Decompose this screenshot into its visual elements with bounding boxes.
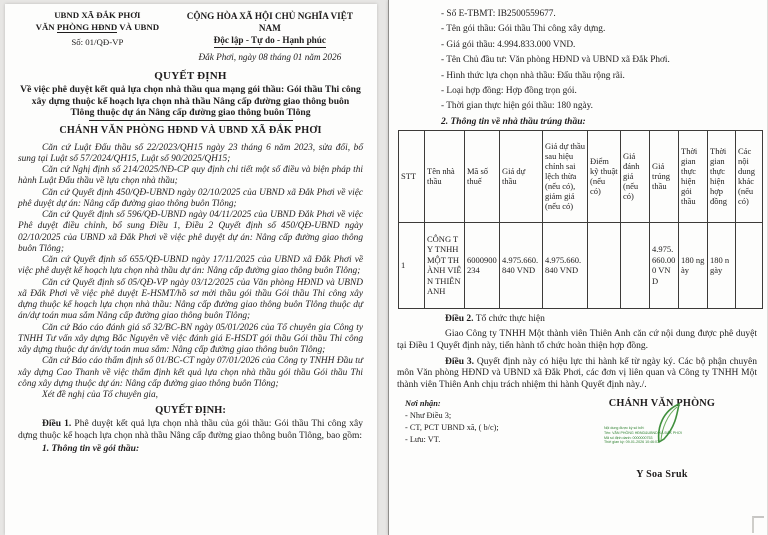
issuing-agency-block: UBND XÃ ĐẮK PHƠI VĂN PHÒNG HĐND VÀ UBND …: [18, 10, 177, 63]
signer-name: Y Soa Sruk: [636, 468, 688, 480]
recital: Căn cứ Báo cáo thẩm định số 01/BC-CT ngà…: [18, 356, 363, 389]
cell-stt: 1: [398, 221, 425, 309]
article-2-heading: Điều 2. Tổ chức thực hiện: [397, 314, 757, 326]
col-header-gia-sau-hieu-chinh: Giá dự thầu sau hiệu chỉnh sai lệch thừa…: [542, 129, 588, 223]
recital: Căn cứ Quyết định số 655/QĐ-UBND ngày 17…: [18, 255, 363, 277]
cell-gia-sau-hieu-chinh: 4.975.660.840 VND: [542, 221, 588, 309]
decision-title: QUYẾT ĐỊNH: [154, 70, 227, 82]
signer-title: CHÁNH VĂN PHÒNG: [608, 398, 716, 410]
article-3-text: Quyết định này có hiệu lực thi hành kể t…: [397, 356, 758, 390]
agency-name: VĂN PHÒNG HĐND VÀ UBND: [35, 21, 160, 33]
col-header-stt: STT: [398, 129, 425, 223]
package-info-item: - Hình thức lựa chọn nhà thầu: Đấu thầu …: [441, 70, 625, 81]
digital-signature-stamp: Nội dung được ký số bởi: Tên: VĂN PHÒNG …: [604, 426, 720, 444]
decision-heading: QUYẾT ĐỊNH:: [155, 405, 226, 417]
recital: Căn cứ Nghị định số 214/2025/NĐ-CP quy đ…: [18, 165, 363, 187]
subtitle-underline: [88, 119, 293, 121]
stamp-line: Nội dung được ký số bởi:: [603, 426, 645, 431]
article-3: Điều 3. Quyết định này có hiệu lực thi h…: [397, 357, 757, 392]
recital: Căn cứ Quyết định số 596/QĐ-UBND ngày 04…: [18, 210, 363, 254]
package-info-item: - Thời gian thực hiện gói thầu: 180 ngày…: [441, 101, 593, 112]
col-header-gia-trung-thau: Giá trúng thầu: [649, 129, 679, 223]
recipient-item: - CT, PCT UBND xã, ( b/c);: [405, 423, 499, 432]
stamp-line: Thời gian ký: 09-01-2026 10:46:07: [603, 440, 660, 445]
recitals: Căn cứ Luật Đấu thầu số 22/2023/QH15 ngà…: [18, 143, 363, 402]
package-info-item: - Loại hợp đồng: Hợp đồng trọn gói.: [441, 86, 577, 97]
cell-ten-nha-thau: CÔNG TY TNHH MỘT THÀNH VIÊN THIÊN ANH: [424, 221, 465, 309]
col-header-thoi-gian-hop-dong: Thời gian thực hiện hợp đồng: [707, 129, 736, 223]
article-1: Điều 1. Phê duyệt kết quả lựa chọn nhà t…: [18, 419, 363, 442]
recital: Căn cứ Luật Đấu thầu số 22/2023/QH15 ngà…: [18, 142, 363, 164]
agency-parent: UBND XÃ ĐẮK PHƠI: [54, 10, 141, 20]
motto: Độc lập - Tự do - Hạnh phúc: [177, 34, 363, 48]
recital: Căn cứ Báo cáo đánh giá số 32/BC-BN ngày…: [18, 322, 363, 356]
page-1: UBND XÃ ĐẮK PHƠI VĂN PHÒNG HĐND VÀ UBND …: [5, 4, 377, 535]
col-header-ma-so-thue: Mã số thuế: [464, 129, 500, 223]
section-2-heading: 2. Thông tin về nhà thầu trúng thầu:: [441, 116, 586, 127]
article-1-label: Điều 1.: [42, 419, 72, 430]
recipients-block: Nơi nhận: - Như Điều 3; - CT, PCT UBND x…: [397, 398, 567, 479]
green-signature-flourish-icon: [657, 403, 680, 444]
recital: Căn cứ Quyết định 450/QĐ-UBND ngày 02/10…: [18, 187, 363, 209]
col-header-thoi-gian-goi-thau: Thời gian thực hiện gói thầu: [678, 129, 708, 223]
package-info-item: - Tên Chủ đầu tư: Văn phòng HĐND và UBND…: [441, 55, 670, 66]
article-2-label: Điều 2.: [445, 313, 474, 324]
cell-gia-du-thau: 4.975.660.840 VND: [499, 221, 543, 309]
package-info-list: - Số E-TBMT: IB2500559677. - Tên gói thầ…: [397, 7, 757, 115]
col-header-ten-nha-thau: Tên nhà thầu: [424, 129, 465, 223]
article-2-text: Giao Công ty TNHH Một thành viên Thiên A…: [397, 329, 757, 352]
col-header-noi-dung-khac: Các nội dung khác (nếu có): [735, 129, 763, 223]
section-1-heading: 1. Thông tin về gói thầu:: [42, 443, 140, 454]
col-header-diem-ky-thuat: Điểm kỹ thuật (nếu có): [587, 129, 621, 223]
document-number: Số: 01/QĐ-VP: [71, 37, 124, 47]
table-header-row: STT Tên nhà thầu Mã số thuế Giá dự thầu …: [398, 129, 763, 223]
cell-gia-trung-thau: 4.975.660.000 VND: [649, 221, 679, 309]
signature-block: CHÁNH VĂN PHÒNG Nội dung được ký số bởi:…: [567, 398, 757, 479]
recital: Căn cứ Quyết định số 05/QĐ-VP ngày 03/12…: [18, 277, 363, 322]
winning-bidder-table: STT Tên nhà thầu Mã số thuế Giá dự thầu …: [398, 129, 763, 309]
issuing-authority: CHÁNH VĂN PHÒNG HĐND VÀ UBND XÃ ĐẮK PHƠI: [59, 124, 322, 136]
cell-gia-danh-gia: [620, 221, 650, 309]
cell-thoi-gian-goi-thau: 180 ngày: [678, 221, 708, 309]
col-header-gia-danh-gia: Giá đánh giá (nếu có): [620, 129, 650, 223]
recipient-item: - Lưu: VT.: [405, 434, 441, 444]
article-3-label: Điều 3.: [445, 356, 475, 367]
decision-subtitle: Về việc phê duyệt kết quả lựa chọn nhà t…: [20, 84, 361, 118]
stamp-line: Tên: VĂN PHÒNG HĐND&UBND XÃ ĐẮK PHƠI: [603, 431, 682, 435]
recital-proposal: Xét đề nghị của Tổ chuyên gia,: [42, 390, 158, 400]
table-row: 1 CÔNG TY TNHH MỘT THÀNH VIÊN THIÊN ANH …: [398, 221, 763, 309]
article-2-title: Tổ chức thực hiện: [473, 313, 545, 324]
recipients-label: Nơi nhận:: [405, 399, 441, 409]
cell-thoi-gian-hop-dong: 180 ngày: [707, 221, 736, 309]
stamp-line: Mã số định danh: 0000000753: [603, 435, 653, 440]
article-1-text: Phê duyệt kết quả lựa chọn nhà thầu của …: [18, 419, 363, 441]
country-title: CỘNG HÒA XÃ HỘI CHỦ NGHĨA VIỆT NAM: [186, 11, 353, 33]
document-header: UBND XÃ ĐẮK PHƠI VĂN PHÒNG HĐND VÀ UBND …: [18, 10, 363, 63]
place-date: Đắk Phơi, ngày 08 tháng 01 năm 2026: [198, 52, 342, 62]
national-motto-block: CỘNG HÒA XÃ HỘI CHỦ NGHĨA VIỆT NAM Độc l…: [177, 10, 363, 63]
package-info-item: - Tên gói thầu: Gói thầu Thi công xây dự…: [441, 24, 606, 35]
footer: Nơi nhận: - Như Điều 3; - CT, PCT UBND x…: [397, 398, 757, 479]
col-header-gia-du-thau: Giá dự thầu: [499, 129, 543, 223]
package-info-item: - Số E-TBMT: IB2500559677.: [441, 9, 556, 19]
scan-corner-mark: [752, 516, 764, 533]
cell-diem-ky-thuat: [587, 221, 621, 309]
page-2: - Số E-TBMT: IB2500559677. - Tên gói thầ…: [388, 0, 768, 535]
recipient-item: - Như Điều 3;: [405, 411, 452, 421]
cell-noi-dung-khac: [735, 221, 763, 309]
package-info-item: - Giá gói thầu: 4.994.833.000 VND.: [441, 39, 576, 50]
cell-ma-so-thue: 6000900234: [464, 221, 500, 309]
